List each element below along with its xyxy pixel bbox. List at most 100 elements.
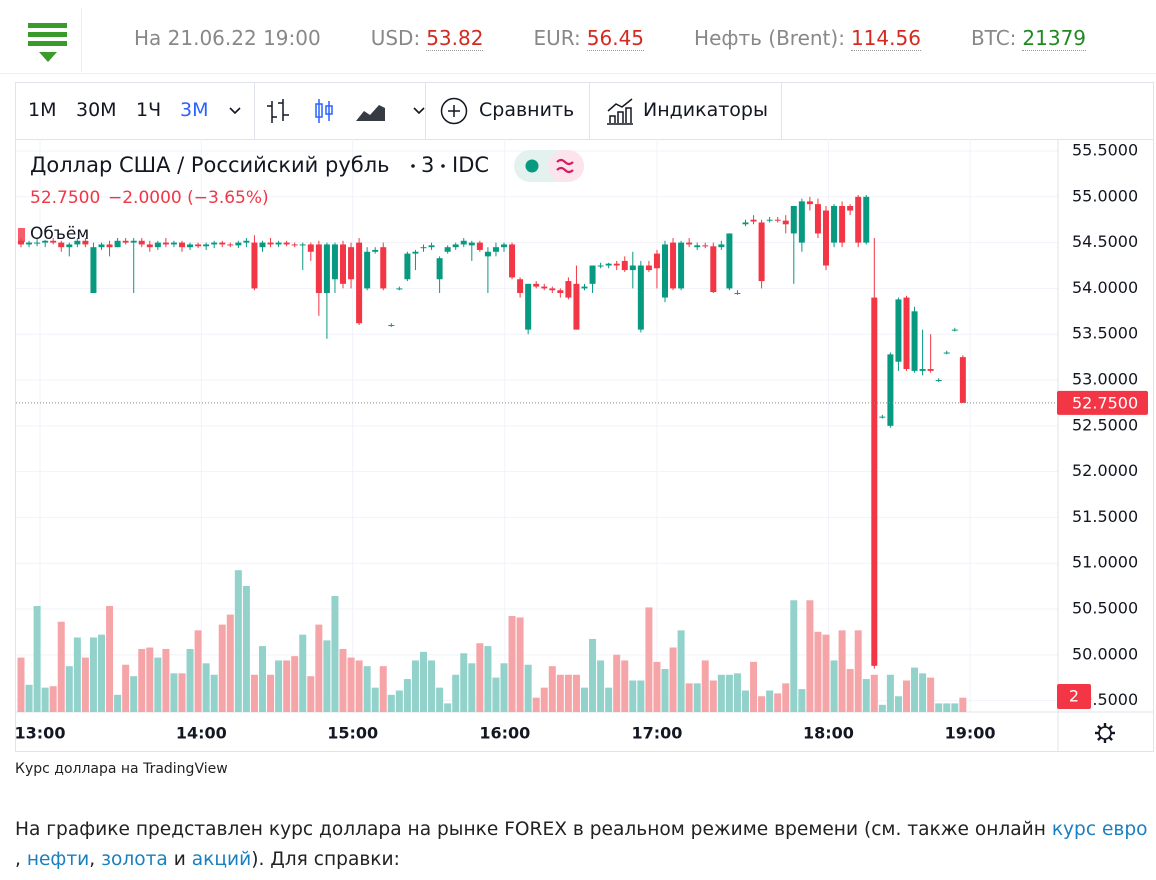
- candle-body: [106, 244, 113, 248]
- volume-bar: [347, 657, 355, 712]
- candle-body: [195, 244, 202, 247]
- volume-bar: [927, 677, 935, 712]
- interval-button[interactable]: 1Ч: [136, 99, 162, 121]
- interval-button[interactable]: 1M: [28, 99, 57, 121]
- candle-body: [629, 265, 636, 271]
- volume-bar: [822, 634, 830, 712]
- candle-body: [855, 196, 862, 243]
- volume-bar: [218, 624, 226, 712]
- link[interactable]: золота: [101, 849, 168, 870]
- x-tick-label: 13:00: [15, 724, 66, 743]
- quote: BTC: 21379: [971, 26, 1087, 51]
- volume-bar: [234, 570, 242, 712]
- volume-bar: [17, 657, 25, 712]
- volume-bar: [387, 694, 395, 712]
- volume-bar: [299, 634, 307, 712]
- volume-bar: [886, 674, 894, 712]
- separator: [589, 83, 590, 139]
- candle-body: [919, 369, 926, 371]
- quote-value[interactable]: 21379: [1022, 26, 1087, 51]
- volume-bar: [758, 696, 766, 712]
- candle-body: [798, 201, 805, 243]
- volume-bar: [170, 673, 178, 712]
- volume-bar: [709, 680, 717, 712]
- volume-bar: [661, 669, 669, 712]
- quote-label: Нефть (Brent):: [694, 26, 845, 50]
- x-tick-label: 19:00: [945, 724, 996, 743]
- volume-bar: [428, 660, 436, 712]
- volume-bar: [57, 621, 65, 712]
- volume-bar: [903, 680, 910, 712]
- candle-body: [420, 247, 427, 249]
- link[interactable]: нефти: [26, 849, 90, 870]
- volume-legend-swatch: [18, 228, 25, 242]
- volume-bar: [194, 630, 202, 712]
- candle-body: [492, 247, 499, 252]
- volume-bar: [331, 595, 339, 712]
- candle-body: [428, 245, 435, 248]
- candle-body: [501, 244, 507, 248]
- quote-value[interactable]: 114.56: [850, 26, 921, 51]
- text: и: [167, 849, 192, 870]
- gear-tooth: [1108, 736, 1113, 741]
- candle-body: [114, 240, 121, 248]
- volume-bar: [210, 674, 218, 712]
- candle-body: [396, 288, 403, 290]
- y-tick-label: 54.5000: [1072, 232, 1138, 251]
- quote-value[interactable]: 56.45: [586, 26, 645, 51]
- candle-body: [331, 244, 338, 280]
- candle-body: [436, 258, 443, 280]
- interval-button[interactable]: 3М: [180, 99, 209, 121]
- chart-type-icons[interactable]: [266, 97, 426, 125]
- candle-body: [662, 244, 668, 298]
- volume-bar: [862, 679, 870, 712]
- candle-body: [814, 204, 821, 234]
- candle-body: [790, 205, 797, 234]
- y-tick-label: 55.5000: [1072, 141, 1138, 160]
- candle-body: [806, 201, 813, 205]
- link[interactable]: акций: [191, 849, 252, 870]
- volume-bar: [146, 647, 154, 712]
- compare-button[interactable]: Сравнить: [479, 99, 575, 121]
- candle-body: [34, 242, 41, 244]
- y-tick-label: 53.0000: [1072, 370, 1138, 389]
- x-tick-label: 18:00: [803, 724, 854, 743]
- volume-bar: [98, 634, 105, 712]
- candle-body: [154, 242, 161, 248]
- volume-bar: [894, 696, 902, 712]
- status-pill-half: [548, 150, 584, 182]
- interval-button[interactable]: 30M: [76, 99, 117, 121]
- volume-bar: [564, 674, 572, 712]
- candle-body: [170, 242, 177, 245]
- chevron[interactable]: [228, 102, 242, 120]
- indicators-button[interactable]: Индикаторы: [643, 99, 768, 121]
- header-quotes: На 21.06.22 19:00 USD: 53.82 EUR: 56.45 Нефт…: [134, 26, 1087, 51]
- volume-bar: [693, 683, 701, 712]
- candle-body: [863, 196, 870, 243]
- candle-body: [251, 242, 258, 289]
- candle-body: [283, 242, 290, 245]
- volume-bar: [307, 676, 315, 712]
- volume-bar: [379, 666, 387, 712]
- x-tick-label: 16:00: [479, 724, 530, 743]
- link[interactable]: курс евро: [1051, 819, 1148, 840]
- candle-body: [678, 242, 685, 289]
- volume-bar: [508, 616, 516, 712]
- volume-bar: [460, 653, 468, 712]
- settings-gear[interactable]: [1095, 723, 1115, 743]
- candle-body: [911, 311, 918, 371]
- y-tick-label: 52.5000: [1072, 415, 1138, 434]
- volume-bar: [774, 693, 782, 712]
- quote-value[interactable]: 53.82: [426, 26, 484, 51]
- candle-body: [839, 205, 846, 243]
- last-value: 52.7500: [30, 188, 100, 208]
- volume-bar: [581, 687, 588, 712]
- volume-bar: [742, 690, 749, 712]
- volume-bar: [766, 690, 774, 712]
- logo[interactable]: [15, 8, 82, 72]
- volume-bar: [878, 704, 886, 712]
- volume-bar: [677, 630, 685, 712]
- volume-bar: [725, 674, 733, 712]
- candle-body: [951, 329, 958, 331]
- volume-bar: [41, 687, 49, 712]
